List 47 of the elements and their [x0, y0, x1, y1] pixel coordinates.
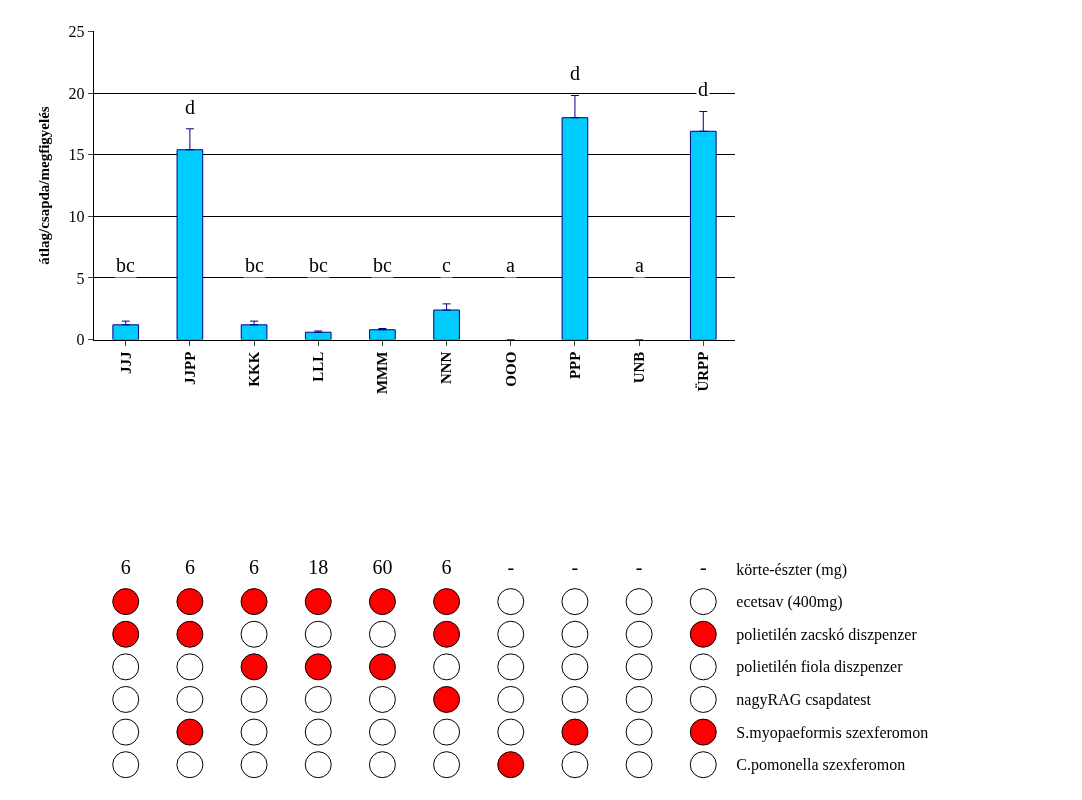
- text: 6: [441, 556, 452, 579]
- annotation: bc: [373, 254, 392, 276]
- annotation: bc: [245, 254, 264, 276]
- text: 6: [120, 556, 131, 579]
- y-tick-label: 25: [68, 23, 85, 41]
- annotation: a: [635, 254, 644, 276]
- category-label: S.myopaeformis szexferomon: [736, 723, 929, 741]
- x-tick-label: OOO: [502, 351, 519, 387]
- x-tick-label: NNN: [438, 351, 455, 385]
- text: 6: [249, 556, 260, 579]
- annotation: d: [698, 78, 708, 100]
- x-tick-label: PPP: [566, 351, 583, 380]
- x-tick-label: LLL: [310, 351, 327, 382]
- x-tick-label: UNB: [630, 351, 647, 384]
- x-tick-label: ÜRPP: [695, 351, 712, 392]
- category-label: körte-észter (mg): [736, 560, 847, 578]
- x-tick-label: JJJ: [117, 351, 134, 375]
- text: -: [571, 556, 579, 579]
- x-tick-label: JJPP: [181, 351, 198, 385]
- text: 60: [372, 556, 393, 579]
- text: -: [699, 556, 707, 579]
- category-label: polietilén zacskó diszpenzer: [736, 625, 917, 643]
- y-tick-label: 0: [76, 331, 85, 349]
- annotation: d: [570, 62, 580, 84]
- x-tick-label: KKK: [245, 351, 262, 387]
- annotation: bc: [116, 254, 135, 276]
- text: -: [507, 556, 515, 579]
- annotation: bc: [309, 254, 328, 276]
- text: 6: [184, 556, 195, 579]
- x-tick-label: MMM: [374, 351, 391, 395]
- annotation: c: [442, 254, 451, 276]
- annotation: d: [185, 96, 195, 118]
- category-label: nagyRAG csapdatest: [736, 691, 871, 709]
- bar: [112, 324, 140, 340]
- text: -: [635, 556, 643, 579]
- y-tick-label: 20: [68, 84, 85, 102]
- y-tick-label: 10: [68, 207, 85, 225]
- bar: [240, 324, 268, 340]
- y-tick-label: 5: [76, 269, 85, 287]
- annotation: a: [506, 254, 515, 276]
- y-tick-label: 15: [68, 146, 85, 164]
- bar: [369, 329, 396, 340]
- category-label: polietilén fiola diszpenzer: [736, 658, 903, 676]
- category-label: ecetsav (400mg): [736, 593, 843, 611]
- category-label: C.pomonella szexferomon: [736, 756, 906, 774]
- text: 18: [308, 556, 329, 579]
- y-axis-title: átlag/csapda/megfigyelés: [35, 106, 52, 265]
